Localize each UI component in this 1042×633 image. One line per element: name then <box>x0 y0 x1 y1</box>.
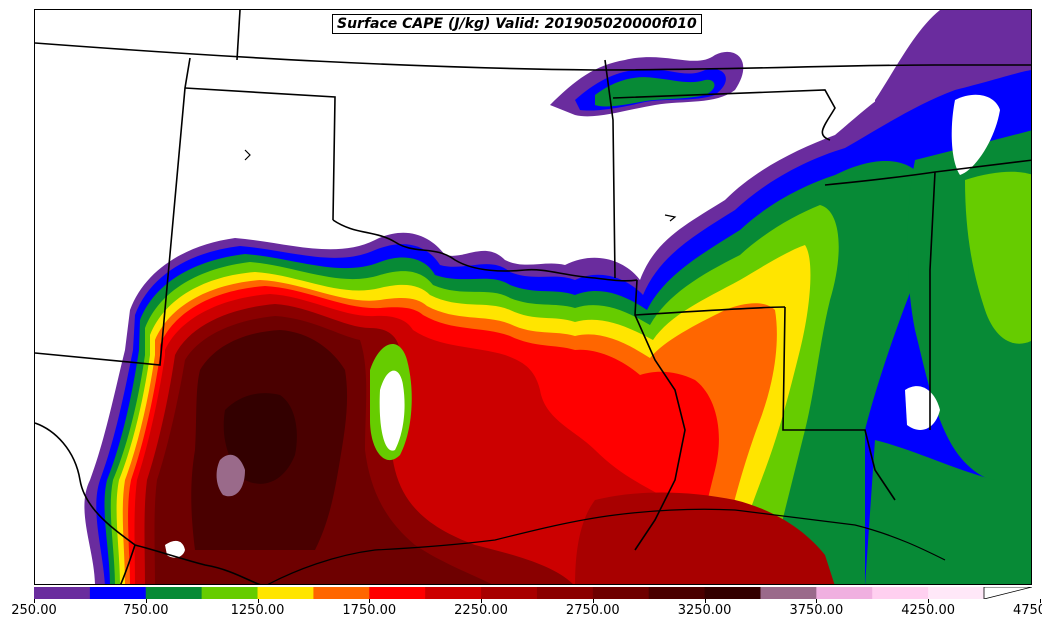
cape-contour-map <box>35 10 1031 584</box>
colorbar-tick <box>34 599 35 603</box>
colorbar-tick <box>257 599 259 603</box>
map-panel <box>34 9 1032 585</box>
cape-field-2000-south <box>575 492 835 584</box>
cape-white-east <box>951 94 1000 175</box>
cape-white-sw <box>165 540 185 558</box>
cape-white-se <box>905 386 940 430</box>
lake-marker <box>244 149 251 161</box>
colorbar-tick <box>928 599 930 603</box>
colorbar <box>34 587 1032 599</box>
colorbar-segment <box>34 587 91 599</box>
colorbar-tick <box>1039 599 1041 603</box>
cape-field-750-se <box>865 440 1031 584</box>
colorbar-segment <box>536 587 594 599</box>
lake-marker-2 <box>664 214 677 222</box>
cape-field-3250 <box>223 393 297 484</box>
colorbar-segment <box>704 587 761 599</box>
colorbar-tick <box>369 599 371 603</box>
colorbar-tick-label: 250.00 <box>11 603 57 618</box>
colorbar-segment <box>872 587 929 599</box>
colorbar-segment <box>201 587 259 599</box>
colorbar-tick <box>592 599 594 603</box>
colorbar-segment <box>89 587 147 599</box>
colorbar-tick-label: 2750.00 <box>565 603 620 618</box>
colorbar-segment <box>369 587 426 599</box>
colorbar-segment <box>313 587 370 599</box>
colorbar-segment <box>648 587 706 599</box>
colorbar-tick-label: 1750.00 <box>342 603 397 618</box>
colorbar-tick-label: 1250.00 <box>230 603 285 618</box>
colorbar-tick-label: 3250.00 <box>677 603 732 618</box>
colorbar-segment <box>592 587 650 599</box>
colorbar-segment <box>481 587 538 599</box>
colorbar-segment <box>425 587 482 599</box>
state-borders <box>35 10 1031 584</box>
colorbar-tick-label: 750.00 <box>123 603 169 618</box>
colorbar-tick-label: 4250.00 <box>901 603 955 618</box>
cape-pocket-white <box>379 370 405 451</box>
colorbar-segment <box>760 587 817 599</box>
colorbar-segment <box>257 587 314 599</box>
map-title: Surface CAPE (J/kg) Valid: 201905020000f… <box>332 14 702 34</box>
cape-field-750-north <box>595 77 715 107</box>
colorbar-tick <box>816 599 818 603</box>
colorbar-tick <box>481 599 483 603</box>
colorbar-segment <box>145 587 203 599</box>
cape-field-3500 <box>216 454 245 497</box>
gulf-coastline <box>267 508 946 584</box>
colorbar-segment <box>928 587 985 599</box>
colorbar-tick-label: 3750.00 <box>789 603 844 618</box>
colorbar-extend-triangle <box>983 587 1032 599</box>
colorbar-tick-label: 4750.00 <box>1012 603 1042 618</box>
colorbar-tick-labels: 250.00 750.00 1250.00 1750.00 2250.00 2750.00… <box>0 599 1042 623</box>
colorbar-tick-label: 2250.00 <box>454 603 508 618</box>
colorbar-tick <box>704 599 706 603</box>
colorbar-tick <box>145 599 147 603</box>
colorbar-segment <box>816 587 873 599</box>
cape-field-1000-east <box>965 171 1031 344</box>
